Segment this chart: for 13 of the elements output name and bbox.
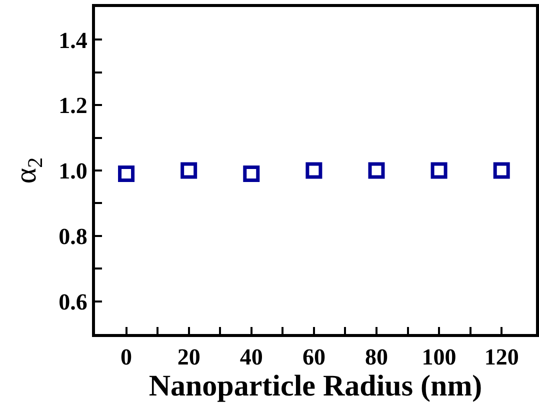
y-tick-label: 1.4 bbox=[58, 28, 88, 53]
x-tick-label: 0 bbox=[120, 344, 132, 370]
x-tick-label: 120 bbox=[484, 344, 519, 370]
y-tick-label: 1.0 bbox=[58, 158, 88, 184]
x-tick-label: 80 bbox=[364, 344, 388, 370]
y-tick-label: 0.8 bbox=[58, 224, 88, 249]
x-tick-label: 20 bbox=[177, 344, 200, 370]
x-tick-label: 40 bbox=[240, 344, 263, 370]
y-tick-label: 0.6 bbox=[58, 289, 88, 314]
y-tick-label: 1.2 bbox=[58, 93, 88, 118]
x-axis-title: Nanoparticle Radius (nm) bbox=[148, 370, 482, 403]
x-tick-label: 60 bbox=[302, 344, 326, 370]
x-tick-label: 100 bbox=[422, 344, 456, 370]
